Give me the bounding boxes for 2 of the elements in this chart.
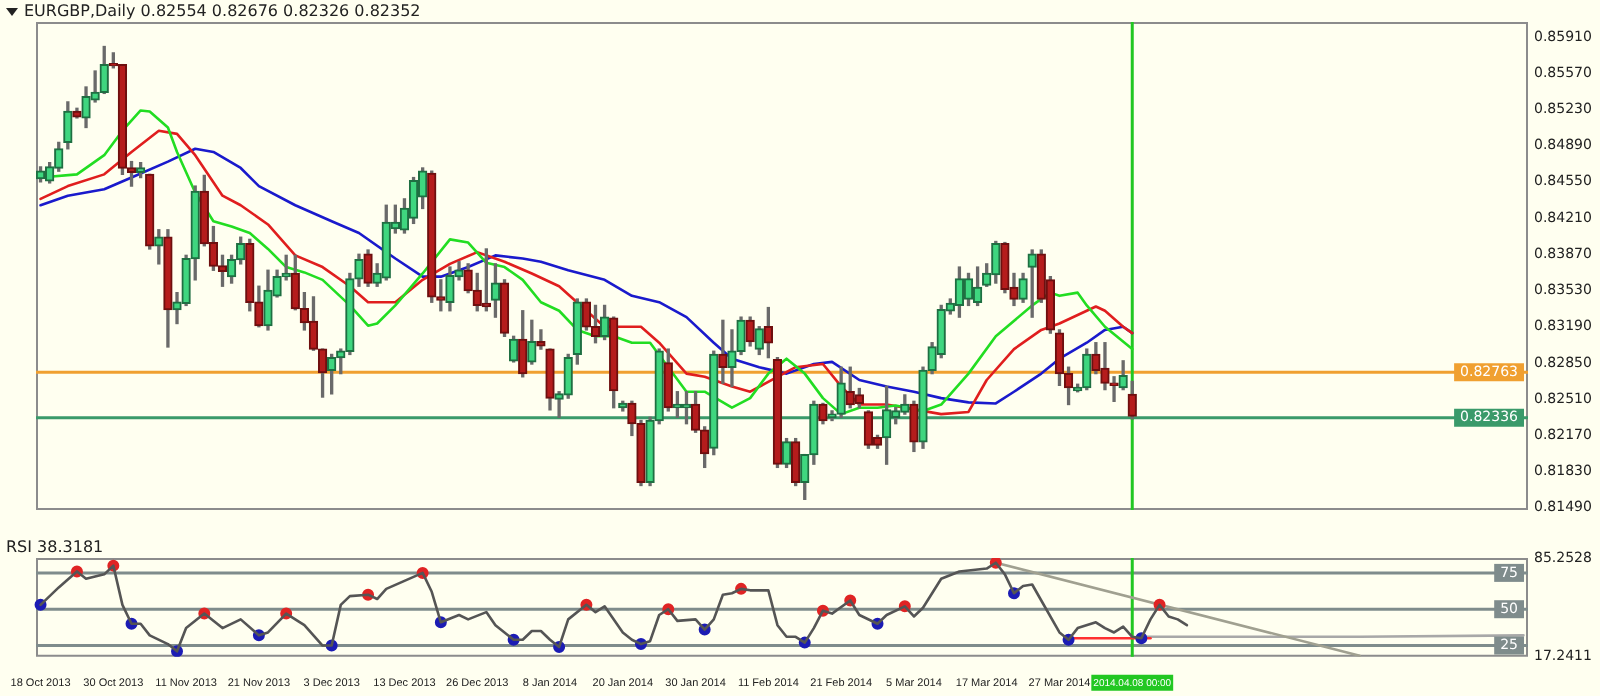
chart-title: EURGBP,Daily 0.82554 0.82676 0.82326 0.82352 xyxy=(24,2,421,21)
chart-title: RSI 38.3181 xyxy=(6,538,104,557)
